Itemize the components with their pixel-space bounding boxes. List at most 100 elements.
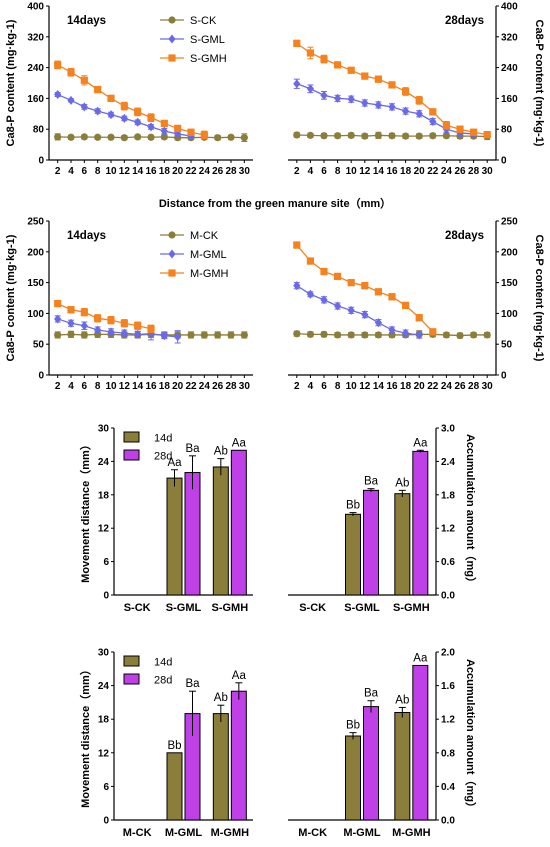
data-point — [402, 132, 410, 140]
x-tick-label: 16 — [386, 166, 398, 177]
x-tick-label: 2 — [55, 381, 61, 392]
series-s-gmh — [54, 60, 208, 140]
axis-label-text: Accumulation amount（mg） — [464, 434, 477, 588]
data-point — [147, 114, 155, 122]
legend-marker — [168, 269, 176, 277]
data-point — [214, 134, 222, 142]
data-point — [293, 241, 301, 249]
data-point — [67, 330, 75, 338]
x-tick-label: 28 — [225, 166, 237, 177]
y-tick-label: 80 — [33, 125, 45, 136]
data-point — [147, 325, 155, 333]
y-tick-label: 100 — [501, 309, 518, 320]
y-tick-label: 1.2 — [441, 715, 455, 726]
y-tick-label: 150 — [27, 278, 44, 289]
data-point — [174, 124, 182, 133]
y-tick-label: 2.0 — [441, 648, 455, 659]
data-point — [347, 305, 355, 315]
x-tick-label: 20 — [414, 166, 426, 177]
legend-label: S-GML — [190, 34, 225, 46]
significance-label: Aa — [232, 670, 247, 682]
data-point — [54, 61, 62, 69]
significance-label: Ba — [364, 476, 379, 488]
legend: M-CK M-GML M-GMH — [160, 230, 229, 280]
x-tick-label: 26 — [454, 381, 466, 392]
data-point — [54, 133, 62, 141]
legend-label: M-CK — [190, 230, 219, 242]
series-line — [296, 285, 420, 336]
bar — [394, 493, 411, 596]
data-point — [160, 331, 168, 341]
category-label: M-GMH — [211, 827, 250, 839]
series-s-gml — [293, 78, 478, 139]
category-label: S-GMH — [393, 602, 430, 614]
data-point — [94, 133, 102, 141]
category-label: S-CK — [299, 602, 326, 614]
data-point — [483, 331, 491, 339]
data-point — [415, 109, 423, 119]
significance-label: Aa — [413, 652, 428, 664]
data-point — [107, 316, 115, 324]
series-m-gmh — [54, 299, 155, 333]
y-tick-label: 240 — [27, 63, 44, 74]
axis-label-text: Ca8-P content (mg·kg-1) — [5, 19, 17, 146]
data-point — [334, 301, 342, 311]
y-tick-label: 0.8 — [441, 748, 455, 759]
data-point — [120, 134, 128, 142]
x-tick-label: 24 — [199, 381, 211, 392]
x-tick-label: 26 — [454, 166, 466, 177]
series-s-gmh — [293, 39, 491, 139]
legend-swatch — [123, 673, 140, 685]
data-point — [94, 314, 102, 322]
y-tick-label: 0 — [103, 816, 109, 827]
legend-label: S-CK — [190, 15, 217, 27]
data-point — [80, 76, 88, 84]
data-point — [483, 130, 491, 139]
y-tick-label: 30 — [98, 424, 110, 435]
series-s-gml — [54, 90, 195, 141]
y-tick-label: 0.4 — [441, 782, 455, 793]
bar — [230, 449, 247, 596]
data-point — [320, 132, 328, 140]
axis-label-text: Ca8-P content (mg·kg-1) — [533, 235, 545, 362]
data-point — [214, 331, 222, 339]
x-tick-label: 6 — [82, 381, 88, 392]
data-point — [94, 106, 102, 116]
data-point — [160, 119, 168, 128]
data-point — [120, 319, 128, 327]
x-tick-label: 22 — [427, 381, 439, 392]
x-tick-label: 4 — [308, 381, 314, 392]
x-tick-label: 4 — [308, 166, 314, 177]
panel-title: 14days — [67, 230, 106, 242]
data-point — [320, 330, 328, 338]
data-point — [134, 108, 142, 116]
data-point — [347, 66, 355, 74]
x-tick-label: 20 — [414, 381, 426, 392]
data-point — [293, 330, 301, 338]
y-tick-label: 400 — [501, 2, 518, 13]
data-point — [80, 321, 88, 331]
panel-title: 28days — [445, 15, 484, 27]
significance-label: Ba — [364, 688, 379, 700]
y-tick-label: 160 — [27, 94, 44, 105]
category-label: S-CK — [124, 602, 151, 614]
data-point — [134, 117, 142, 127]
data-point — [94, 325, 102, 335]
x-tick-label: 20 — [172, 166, 184, 177]
bar — [166, 752, 183, 821]
data-point — [374, 100, 382, 110]
bar — [345, 735, 361, 821]
data-point — [402, 328, 410, 338]
data-point — [67, 133, 75, 141]
data-point — [470, 331, 478, 339]
data-point — [334, 61, 342, 69]
data-point — [415, 96, 423, 104]
significance-label: Aa — [167, 457, 182, 469]
data-point — [160, 126, 168, 136]
y-tick-label: 50 — [501, 340, 513, 351]
data-point — [388, 102, 396, 112]
x-tick-label: 16 — [386, 381, 398, 392]
x-tick-label: 12 — [359, 166, 371, 177]
y-tick-label: 320 — [27, 32, 44, 43]
